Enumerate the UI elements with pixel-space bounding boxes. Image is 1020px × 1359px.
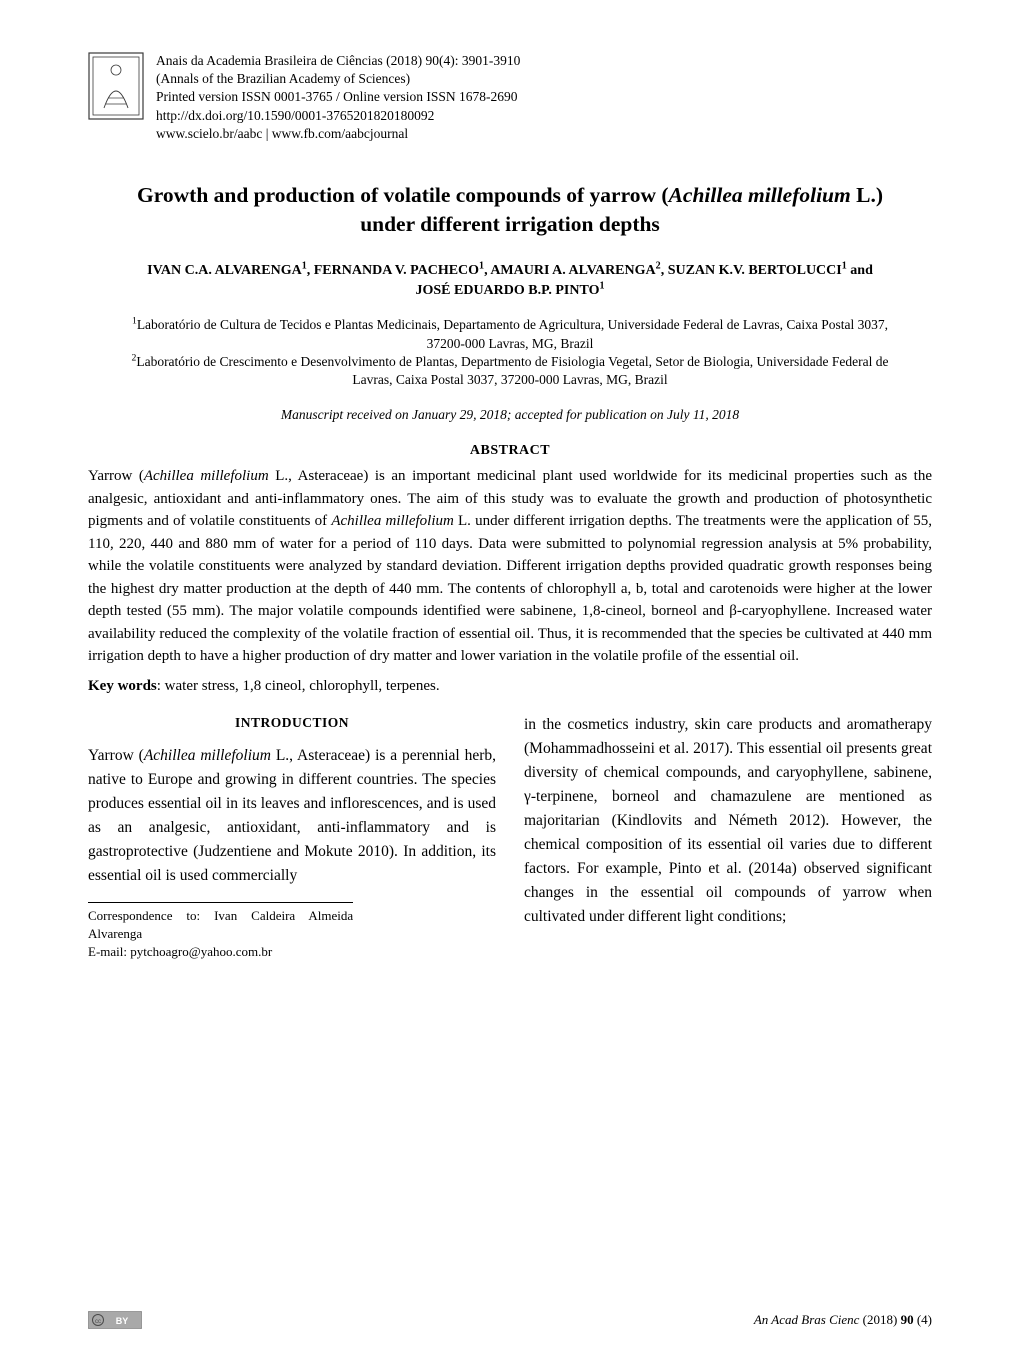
correspondence-email: E-mail: pytchoagro@yahoo.com.br bbox=[88, 943, 353, 961]
journal-doi: http://dx.doi.org/10.1590/0001-376520182… bbox=[156, 107, 520, 125]
column-right: in the cosmetics industry, skin care pro… bbox=[524, 713, 932, 962]
svg-text:BY: BY bbox=[116, 1316, 129, 1326]
journal-issn: Printed version ISSN 0001-3765 / Online … bbox=[156, 88, 520, 106]
correspondence-to: Correspondence to: Ivan Caldeira Almeida… bbox=[88, 907, 353, 943]
abstract-heading: ABSTRACT bbox=[88, 443, 932, 459]
introduction-heading: INTRODUCTION bbox=[88, 713, 496, 734]
keywords: Key words: water stress, 1,8 cineol, chl… bbox=[88, 678, 932, 695]
footer-citation: An Acad Bras Cienc (2018) 90 (4) bbox=[754, 1312, 932, 1328]
intro-paragraph-left: Yarrow (Achillea millefolium L., Asterac… bbox=[88, 744, 496, 888]
column-left: INTRODUCTION Yarrow (Achillea millefoliu… bbox=[88, 713, 496, 962]
intro-paragraph-right: in the cosmetics industry, skin care pro… bbox=[524, 713, 932, 929]
authors: IVAN C.A. ALVARENGA1, FERNANDA V. PACHEC… bbox=[138, 261, 882, 300]
manuscript-dates: Manuscript received on January 29, 2018;… bbox=[88, 407, 932, 423]
svg-text:cc: cc bbox=[95, 1319, 101, 1325]
cc-by-badge-icon: cc BY bbox=[88, 1311, 142, 1329]
abstract-body: Yarrow (Achillea millefolium L., Asterac… bbox=[88, 465, 932, 668]
journal-links: www.scielo.br/aabc | www.fb.com/aabcjour… bbox=[156, 125, 520, 143]
paper-title: Growth and production of volatile compou… bbox=[128, 181, 892, 239]
body-columns: INTRODUCTION Yarrow (Achillea millefoliu… bbox=[88, 713, 932, 962]
page-footer: cc BY An Acad Bras Cienc (2018) 90 (4) bbox=[88, 1311, 932, 1329]
footer-journal-abbrev: An Acad Bras Cienc bbox=[754, 1312, 860, 1327]
title-block: Growth and production of volatile compou… bbox=[128, 181, 892, 239]
footer-year-vol: (2018) 90 (4) bbox=[859, 1312, 932, 1327]
correspondence-block: Correspondence to: Ivan Caldeira Almeida… bbox=[88, 902, 353, 962]
journal-logo-icon bbox=[88, 52, 144, 120]
keywords-label: Key words bbox=[88, 678, 157, 694]
journal-header: Anais da Academia Brasileira de Ciências… bbox=[88, 52, 932, 143]
journal-meta: Anais da Academia Brasileira de Ciências… bbox=[156, 52, 520, 143]
journal-citation: Anais da Academia Brasileira de Ciências… bbox=[156, 52, 520, 70]
keywords-value: : water stress, 1,8 cineol, chlorophyll,… bbox=[157, 678, 440, 694]
affiliations: 1Laboratório de Cultura de Tecidos e Pla… bbox=[128, 316, 892, 389]
journal-name-en: (Annals of the Brazilian Academy of Scie… bbox=[156, 70, 520, 88]
